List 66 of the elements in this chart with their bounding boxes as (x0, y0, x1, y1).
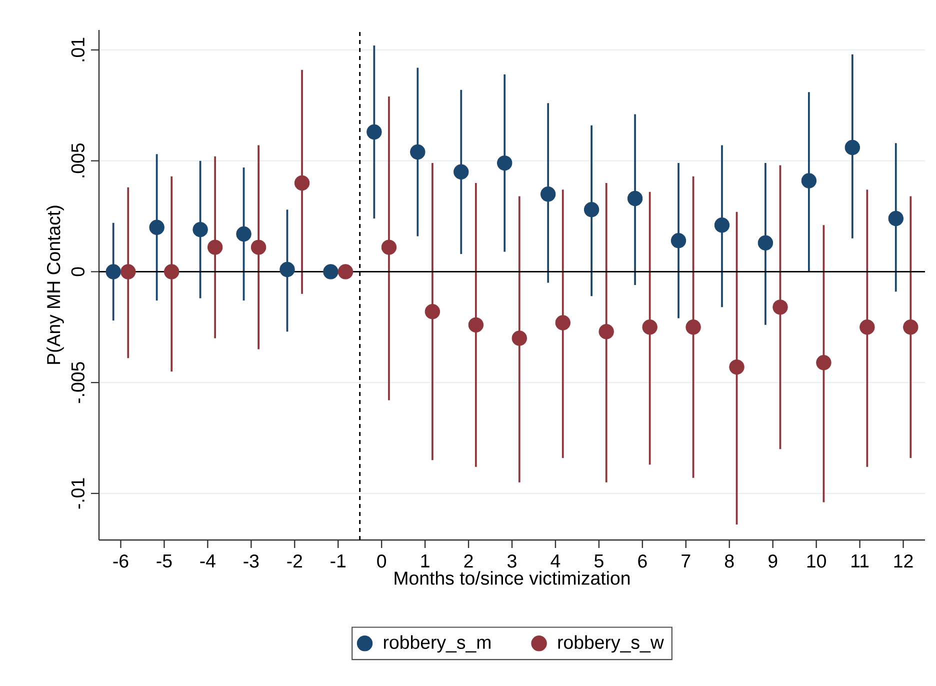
x-tick-label: -2 (287, 554, 302, 568)
y-axis-title: P(Any MH Contact) (46, 206, 64, 364)
point (729, 359, 744, 375)
x-tick-label: 10 (807, 554, 826, 568)
point (106, 264, 121, 280)
point (381, 240, 397, 255)
point (888, 210, 904, 226)
point (555, 315, 570, 330)
x-tick-label: 2 (464, 554, 473, 568)
legend-label: robbery_s_w (558, 635, 664, 653)
point (540, 186, 556, 202)
point (250, 240, 266, 255)
point (236, 226, 252, 242)
point (598, 324, 614, 340)
point (772, 300, 788, 315)
point (642, 320, 658, 335)
y-tick-label: -.005 (71, 362, 85, 403)
point (714, 218, 730, 233)
point (844, 140, 860, 156)
point (860, 320, 875, 335)
x-tick-label: -3 (244, 554, 259, 568)
point (164, 264, 180, 280)
y-tick-label: 0 (71, 267, 85, 276)
point (323, 264, 338, 280)
point (497, 155, 512, 171)
x-tick-label: 8 (724, 554, 734, 568)
y-tick-label: .005 (71, 143, 85, 178)
point (149, 220, 164, 235)
point (338, 264, 354, 280)
x-tick-label: 0 (377, 554, 386, 568)
point (280, 262, 295, 278)
x-tick-label: 11 (852, 554, 869, 568)
x-tick-label: 4 (550, 554, 560, 568)
legend-label: robbery_s_m (384, 635, 490, 653)
x-tick-label: 1 (421, 554, 430, 568)
x-tick-label: 9 (768, 554, 778, 568)
point (366, 124, 382, 140)
point (670, 233, 686, 248)
x-tick-label: 6 (638, 554, 647, 568)
point (120, 264, 136, 280)
x-tick-label: 12 (894, 554, 913, 568)
point (468, 317, 484, 333)
point (410, 144, 426, 160)
x-tick-label: 5 (594, 554, 604, 568)
point (801, 173, 817, 188)
x-tick-label: -6 (113, 554, 128, 568)
point (584, 202, 600, 218)
x-tick-label: -1 (330, 554, 346, 568)
y-tick-label: .01 (71, 38, 85, 62)
point (686, 320, 701, 335)
point (903, 320, 918, 335)
x-tick-label: -5 (156, 554, 172, 568)
point (758, 235, 774, 250)
point (294, 175, 310, 191)
point (424, 304, 440, 320)
point (454, 164, 469, 180)
point (816, 355, 832, 370)
y-tick-label: -.01 (71, 478, 85, 509)
x-axis-title: Months to/since victimization (394, 571, 630, 585)
x-tick-label: -4 (200, 554, 216, 568)
point (207, 240, 223, 255)
x-tick-label: 3 (508, 554, 516, 568)
point (512, 330, 527, 346)
point (627, 190, 643, 206)
x-tick-label: 7 (682, 554, 690, 568)
point (192, 222, 208, 238)
